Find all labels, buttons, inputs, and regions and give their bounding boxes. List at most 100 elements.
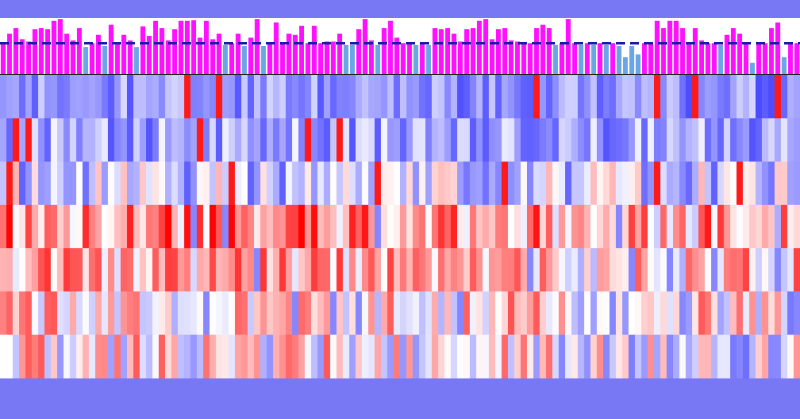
heatmap-cell <box>539 204 547 249</box>
heatmap-cell <box>692 161 699 206</box>
heatmap-cell <box>565 291 572 336</box>
heatmap-cell <box>450 161 458 206</box>
heatmap-cell <box>749 248 756 292</box>
heatmap-cell <box>488 248 496 292</box>
heatmap-cell <box>374 204 382 249</box>
bar <box>299 25 304 74</box>
heatmap-cell <box>736 161 744 206</box>
heatmap-cell <box>355 248 363 292</box>
heatmap-cell <box>742 334 750 379</box>
heatmap-cell <box>31 204 39 249</box>
heatmap-cell <box>146 118 153 162</box>
heatmap-cell <box>114 75 122 119</box>
bar <box>0 43 6 74</box>
heatmap-cell <box>63 75 71 119</box>
heatmap-cell <box>590 204 598 249</box>
heatmap-cell <box>666 291 674 336</box>
heatmap-cell <box>31 334 39 379</box>
heatmap-cell <box>495 334 502 379</box>
heatmap-cell <box>152 248 160 292</box>
bar <box>165 40 171 74</box>
bar <box>635 54 641 74</box>
bar <box>311 25 317 74</box>
heatmap-cell <box>647 118 655 162</box>
bar <box>102 46 108 74</box>
heatmap-cell <box>419 204 426 249</box>
heatmap-cell <box>266 118 274 162</box>
heatmap-cell <box>507 291 515 336</box>
heatmap-cell <box>63 161 71 206</box>
heatmap-cell <box>349 161 356 206</box>
heatmap-cell <box>311 334 318 379</box>
heatmap-cell <box>88 334 96 379</box>
heatmap-cell <box>215 75 223 119</box>
heatmap-cell <box>774 334 782 379</box>
heatmap-cell <box>571 118 579 162</box>
heatmap-cell <box>755 204 763 249</box>
heatmap-cell <box>209 334 217 379</box>
heatmap-cell <box>82 75 90 119</box>
heatmap-cell <box>114 204 122 249</box>
heatmap-cell <box>736 75 744 119</box>
heatmap-cell <box>247 204 255 249</box>
heatmap-cell <box>44 334 52 379</box>
heatmap-cell <box>228 118 236 162</box>
heatmap-cell <box>603 75 610 119</box>
heatmap-cell <box>196 291 204 336</box>
heatmap-cell <box>609 334 617 379</box>
bar <box>51 20 57 74</box>
heatmap-cell <box>88 161 96 206</box>
bar <box>648 43 654 74</box>
bar <box>661 28 666 74</box>
heatmap-cell <box>717 248 725 292</box>
heatmap-cell <box>419 248 426 292</box>
heatmap-cell <box>520 161 528 206</box>
heatmap-cell <box>184 204 191 249</box>
heatmap-cell <box>114 291 122 336</box>
bar <box>394 37 400 74</box>
heatmap-cell <box>780 204 788 249</box>
heatmap-cell <box>584 291 591 336</box>
heatmap-cell <box>184 248 191 292</box>
heatmap-cell <box>539 75 547 119</box>
heatmap-cell <box>292 161 299 206</box>
heatmap-cell <box>393 248 401 292</box>
heatmap-cell <box>723 334 731 379</box>
heatmap-cell <box>323 291 331 336</box>
bar <box>153 20 158 74</box>
heatmap-cell <box>425 118 433 162</box>
heatmap-cell <box>273 75 280 119</box>
heatmap-cell <box>387 291 395 336</box>
heatmap-cell <box>723 75 731 119</box>
heatmap-cell <box>133 334 141 379</box>
heatmap-cell <box>50 248 58 292</box>
bar <box>622 57 628 74</box>
heatmap-cell <box>615 75 623 119</box>
heatmap-cell <box>336 118 344 162</box>
heatmap-cell <box>260 248 268 292</box>
heatmap-cell <box>450 248 458 292</box>
heatmap-cell <box>425 248 433 292</box>
heatmap-cell <box>50 75 58 119</box>
heatmap-cell <box>0 161 7 206</box>
heatmap-cell <box>203 248 210 292</box>
heatmap-cell <box>330 291 337 336</box>
heatmap-cell <box>717 75 725 119</box>
heatmap-cell <box>400 75 407 119</box>
heatmap-cell <box>634 75 642 119</box>
heatmap-cell <box>679 334 687 379</box>
heatmap-cell <box>311 161 318 206</box>
heatmap-cell <box>603 161 610 206</box>
heatmap-cell <box>723 204 731 249</box>
heatmap-cell <box>152 334 160 379</box>
bar <box>489 39 495 74</box>
heatmap-cell <box>571 161 579 206</box>
bar <box>756 43 762 74</box>
heatmap-cell <box>12 248 20 292</box>
heatmap-cell <box>653 75 661 119</box>
heatmap-cell <box>692 291 699 336</box>
heatmap-cell <box>723 291 731 336</box>
heatmap-cell <box>101 334 109 379</box>
heatmap-cell <box>190 118 198 162</box>
